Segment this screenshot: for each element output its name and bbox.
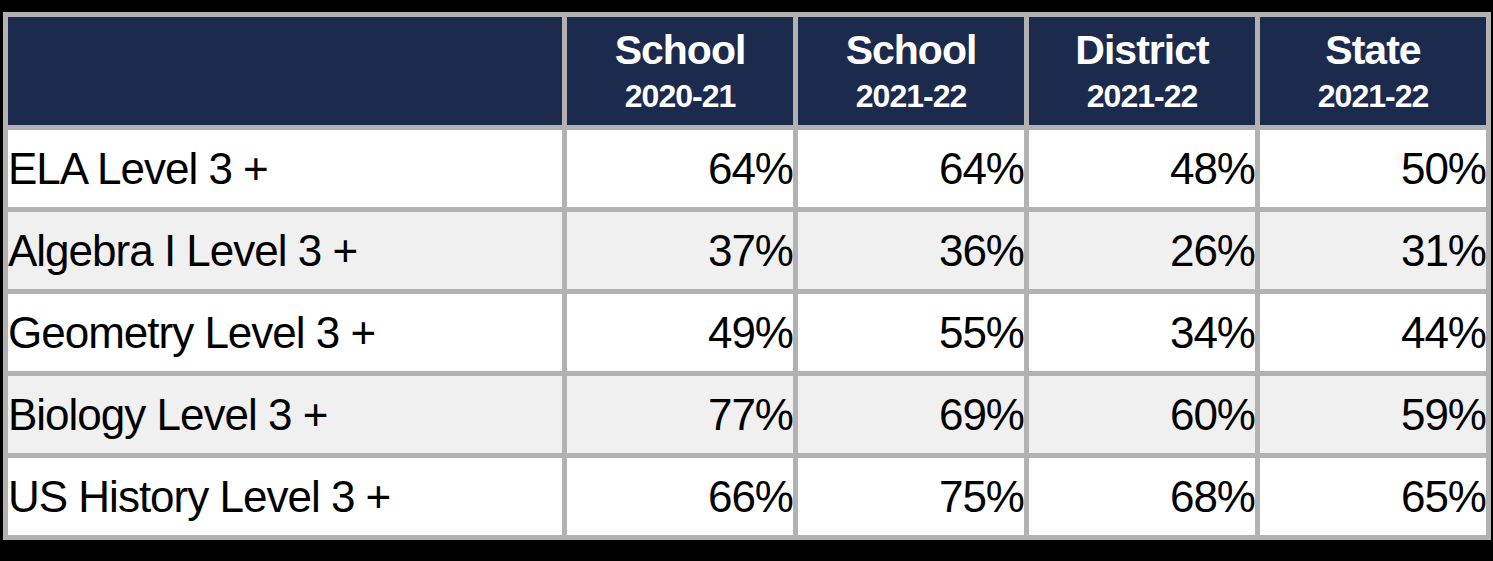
column-subtitle: 2021-22 [798, 78, 1024, 115]
table-row-ela: ELA Level 3 + 64% 64% 48% 50% [8, 130, 1486, 207]
column-subtitle: 2021-22 [1260, 78, 1486, 115]
row-label: ELA Level 3 + [8, 130, 562, 207]
value-cell: 31% [1260, 212, 1486, 289]
value-cell: 66% [567, 458, 793, 535]
table-row-biology: Biology Level 3 + 77% 69% 60% 59% [8, 376, 1486, 453]
table-row-geometry: Geometry Level 3 + 49% 55% 34% 44% [8, 294, 1486, 371]
value-cell: 64% [798, 130, 1024, 207]
value-cell: 49% [567, 294, 793, 371]
column-title: School [798, 27, 1024, 74]
row-label: Algebra I Level 3 + [8, 212, 562, 289]
value-cell: 50% [1260, 130, 1486, 207]
value-cell: 37% [567, 212, 793, 289]
value-cell: 59% [1260, 376, 1486, 453]
column-title: District [1029, 27, 1255, 74]
value-cell: 48% [1029, 130, 1255, 207]
column-subtitle: 2021-22 [1029, 78, 1255, 115]
header-cell-district-2021-22: District 2021-22 [1029, 17, 1255, 125]
value-cell: 55% [798, 294, 1024, 371]
table-row-us-history: US History Level 3 + 66% 75% 68% 65% [8, 458, 1486, 535]
outer-frame: School 2020-21 School 2021-22 District 2… [0, 0, 1493, 561]
value-cell: 44% [1260, 294, 1486, 371]
value-cell: 34% [1029, 294, 1255, 371]
value-cell: 68% [1029, 458, 1255, 535]
value-cell: 64% [567, 130, 793, 207]
column-title: School [567, 27, 793, 74]
header-corner-cell [8, 17, 562, 125]
value-cell: 26% [1029, 212, 1255, 289]
table-row-algebra: Algebra I Level 3 + 37% 36% 26% 31% [8, 212, 1486, 289]
value-cell: 36% [798, 212, 1024, 289]
row-label: Geometry Level 3 + [8, 294, 562, 371]
row-label: US History Level 3 + [8, 458, 562, 535]
assessment-proficiency-table: School 2020-21 School 2021-22 District 2… [3, 12, 1491, 540]
value-cell: 77% [567, 376, 793, 453]
value-cell: 69% [798, 376, 1024, 453]
value-cell: 65% [1260, 458, 1486, 535]
column-subtitle: 2020-21 [567, 78, 793, 115]
value-cell: 60% [1029, 376, 1255, 453]
value-cell: 75% [798, 458, 1024, 535]
header-cell-school-2021-22: School 2021-22 [798, 17, 1024, 125]
header-cell-school-2020-21: School 2020-21 [567, 17, 793, 125]
column-title: State [1260, 27, 1486, 74]
row-label: Biology Level 3 + [8, 376, 562, 453]
header-cell-state-2021-22: State 2021-22 [1260, 17, 1486, 125]
header-row: School 2020-21 School 2021-22 District 2… [8, 17, 1486, 125]
